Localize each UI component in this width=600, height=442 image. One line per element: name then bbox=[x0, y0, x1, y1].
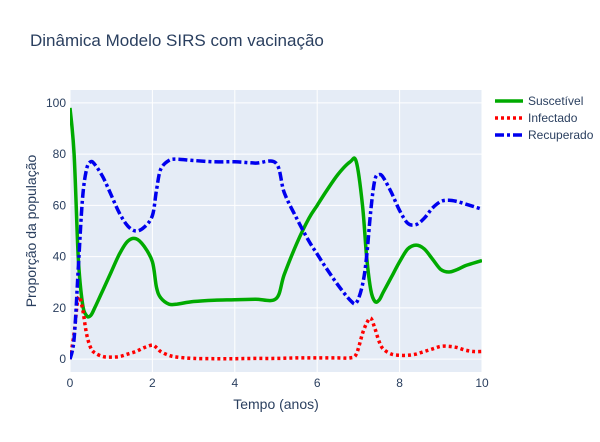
y-tick-label: 60 bbox=[53, 198, 67, 212]
y-tick-label: 40 bbox=[53, 250, 67, 264]
series-line-2 bbox=[70, 157, 482, 360]
y-tick-label: 80 bbox=[53, 147, 67, 161]
x-tick-label: 8 bbox=[396, 376, 403, 390]
y-tick-label: 20 bbox=[53, 301, 67, 315]
series-line-1 bbox=[70, 294, 482, 361]
grid bbox=[69, 90, 483, 372]
legend-label: Recuperado bbox=[528, 128, 594, 142]
x-axis-label: Tempo (anos) bbox=[233, 396, 319, 412]
x-tick-label: 4 bbox=[231, 376, 238, 390]
legend: Suscetível Infectado Recuperado bbox=[495, 94, 594, 142]
y-tick-label: 0 bbox=[59, 352, 66, 366]
plot-area bbox=[70, 90, 482, 372]
legend-label: Suscetível bbox=[528, 94, 583, 108]
x-tick-label: 2 bbox=[149, 376, 156, 390]
x-tick-label: 10 bbox=[475, 376, 489, 390]
legend-label: Infectado bbox=[528, 111, 578, 125]
y-tick-label: 100 bbox=[46, 96, 66, 110]
y-axis-label: Proporção da população bbox=[23, 155, 39, 308]
chart-title: Dinâmica Modelo SIRS com vacinação bbox=[30, 31, 324, 50]
series-lines bbox=[70, 107, 482, 361]
x-tick-label: 0 bbox=[67, 376, 74, 390]
series-line-0 bbox=[70, 107, 482, 319]
x-tick-label: 6 bbox=[314, 376, 321, 390]
